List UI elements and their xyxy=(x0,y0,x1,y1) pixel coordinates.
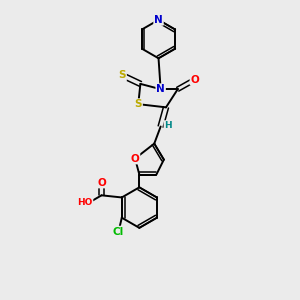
Text: N: N xyxy=(156,84,165,94)
Text: O: O xyxy=(131,154,140,164)
Text: O: O xyxy=(97,178,106,188)
Text: N: N xyxy=(154,15,163,25)
Text: HO: HO xyxy=(77,198,93,207)
Text: Cl: Cl xyxy=(113,226,124,237)
Text: H: H xyxy=(164,121,172,130)
Text: S: S xyxy=(134,99,142,109)
Text: S: S xyxy=(118,70,126,80)
Text: O: O xyxy=(190,75,199,85)
